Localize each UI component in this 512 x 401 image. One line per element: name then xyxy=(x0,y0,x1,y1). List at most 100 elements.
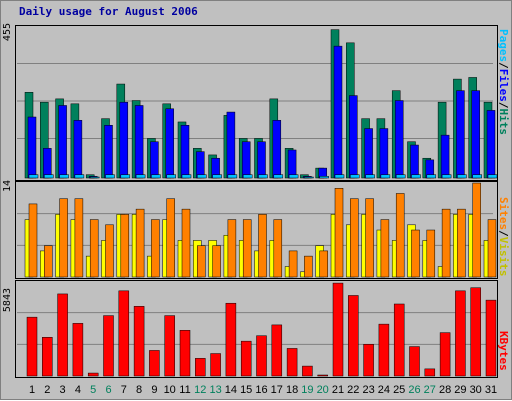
hits-files-pages-legend: Pages/Files/Hits xyxy=(497,29,510,135)
bar-pages-9 xyxy=(151,174,161,179)
bar-files-11 xyxy=(180,125,190,179)
bar-sites-15 xyxy=(242,219,252,278)
bar-pages-29 xyxy=(457,174,467,179)
bar-kbytes-8 xyxy=(133,306,145,377)
bar-pages-20 xyxy=(319,176,329,179)
day-tick-label: 29 xyxy=(454,384,466,396)
bar-kbytes-25 xyxy=(393,303,405,377)
bar-sites-18 xyxy=(288,250,298,278)
legend-kbytes: KBytes xyxy=(497,331,510,371)
bar-files-4 xyxy=(73,120,83,179)
bar-files-16 xyxy=(257,141,266,179)
bar-sites-7 xyxy=(120,214,130,278)
bar-pages-18 xyxy=(288,174,299,179)
bar-sites-12 xyxy=(197,245,206,278)
bar-files-22 xyxy=(349,95,358,179)
bar-kbytes-6 xyxy=(103,315,114,377)
bar-sites-14 xyxy=(227,219,237,278)
bar-pages-28 xyxy=(441,174,452,179)
bar-pages-10 xyxy=(166,174,176,179)
bar-kbytes-7 xyxy=(118,290,130,377)
day-tick-label: 26 xyxy=(408,384,420,396)
bar-files-15 xyxy=(241,141,251,179)
bar-sites-17 xyxy=(273,219,283,278)
bar-kbytes-13 xyxy=(210,353,221,377)
bar-files-1 xyxy=(27,116,37,179)
day-tick-label: 18 xyxy=(286,384,298,396)
bar-pages-19 xyxy=(304,176,314,179)
bar-kbytes-9 xyxy=(149,350,160,377)
bar-files-18 xyxy=(287,149,297,179)
day-tick-label: 7 xyxy=(121,384,127,396)
bar-pages-31 xyxy=(487,174,498,179)
bar-kbytes-21 xyxy=(332,282,344,377)
bar-sites-27 xyxy=(426,229,436,278)
bar-kbytes-24 xyxy=(378,323,390,377)
day-tick-label: 13 xyxy=(209,384,221,396)
day-tick-label: 17 xyxy=(271,384,283,396)
bar-files-26 xyxy=(410,144,419,179)
bar-pages-17 xyxy=(273,174,284,179)
bar-pages-3 xyxy=(59,174,69,179)
day-tick-label: 30 xyxy=(470,384,482,396)
day-tick-label: 25 xyxy=(393,384,405,396)
bar-sites-22 xyxy=(350,198,359,278)
bar-sites-20 xyxy=(319,250,328,278)
bar-sites-9 xyxy=(151,219,160,278)
bar-sites-2 xyxy=(44,245,53,278)
bar-pages-16 xyxy=(258,174,268,179)
bar-files-29 xyxy=(456,90,465,179)
bar-pages-7 xyxy=(120,174,131,179)
bar-kbytes-19 xyxy=(302,365,313,377)
bar-kbytes-31 xyxy=(485,299,497,377)
bar-sites-19 xyxy=(304,255,313,278)
bar-pages-26 xyxy=(411,174,421,179)
bar-pages-1 xyxy=(28,174,39,179)
day-tick-label: 4 xyxy=(75,384,81,396)
bar-files-17 xyxy=(272,120,282,179)
bar-pages-22 xyxy=(350,174,360,179)
bar-kbytes-29 xyxy=(455,290,466,377)
bar-pages-24 xyxy=(380,174,391,179)
day-tick-label: 8 xyxy=(136,384,142,396)
day-tick-label: 21 xyxy=(332,384,344,396)
bar-pages-6 xyxy=(105,174,115,179)
bar-kbytes-11 xyxy=(179,330,191,377)
day-tick-label: 2 xyxy=(44,384,50,396)
bar-kbytes-23 xyxy=(363,344,374,377)
day-tick-label: 24 xyxy=(378,384,390,396)
bar-kbytes-4 xyxy=(72,323,84,377)
bar-sites-11 xyxy=(181,208,191,278)
bar-sites-5 xyxy=(89,219,99,278)
bar-pages-14 xyxy=(227,174,238,179)
bar-kbytes-16 xyxy=(256,335,267,377)
day-tick-label: 12 xyxy=(194,384,206,396)
bar-kbytes-12 xyxy=(195,358,206,377)
kbytes-legend: KBytes xyxy=(497,331,510,371)
legend-visits: Visits xyxy=(497,236,510,277)
bar-files-8 xyxy=(134,105,144,179)
bar-pages-12 xyxy=(197,174,207,179)
bar-pages-25 xyxy=(395,174,406,179)
bar-kbytes-5 xyxy=(87,372,99,377)
bar-kbytes-2 xyxy=(42,337,53,377)
day-tick-label: 16 xyxy=(255,384,267,396)
bar-kbytes-14 xyxy=(225,302,237,377)
bar-pages-8 xyxy=(135,174,146,179)
bar-kbytes-20 xyxy=(317,374,328,377)
day-tick-label: 1 xyxy=(29,384,35,396)
bar-files-12 xyxy=(196,151,205,179)
bar-files-2 xyxy=(43,148,52,179)
day-tick-label: 6 xyxy=(105,384,111,396)
bar-kbytes-27 xyxy=(424,368,436,377)
day-tick-label: 5 xyxy=(90,384,96,396)
bar-files-14 xyxy=(226,111,236,179)
bar-sites-28 xyxy=(441,208,451,278)
day-tick-label: 3 xyxy=(60,384,66,396)
sites-visits-legend: Sites/Visits xyxy=(497,197,510,277)
day-tick-label: 28 xyxy=(439,384,451,396)
bar-pages-27 xyxy=(426,174,437,179)
legend-sites: Sites xyxy=(497,197,510,231)
